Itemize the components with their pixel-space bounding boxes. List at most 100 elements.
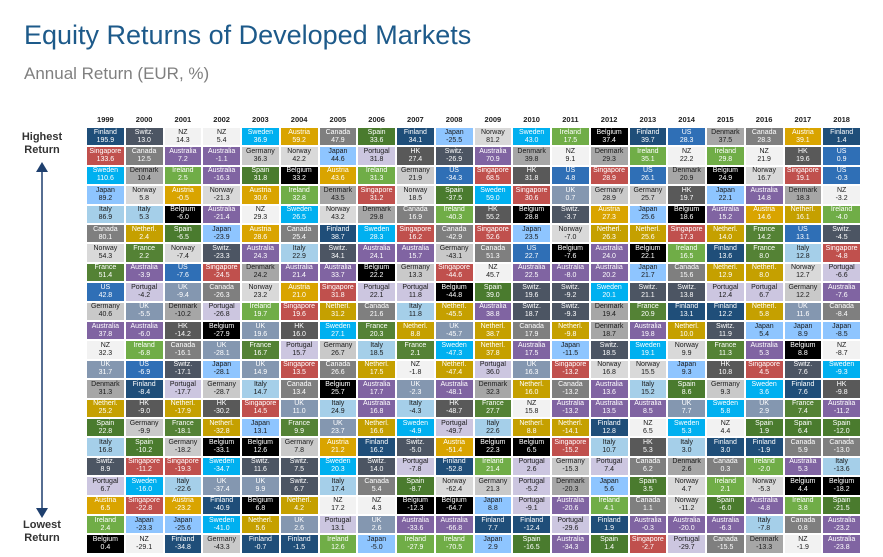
country-label: Singapore: [89, 148, 122, 156]
country-label: Spain: [251, 167, 270, 175]
country-label: France: [171, 419, 194, 427]
return-cell: Ireland 12.6: [318, 534, 358, 554]
return-cell: UK -45.7: [434, 321, 474, 341]
return-value: -33.6: [407, 524, 424, 532]
country-label: Spain: [677, 380, 696, 388]
country-label: Norway: [442, 477, 466, 485]
return-value: 37.8: [98, 330, 113, 338]
country-label: UK: [410, 380, 421, 388]
return-value: 37.4: [602, 136, 616, 144]
return-cell: Austria 39.1: [783, 127, 823, 147]
country-label: Norway: [752, 477, 776, 485]
return-value: 16.8: [369, 408, 384, 416]
return-cell: UK 2.9: [744, 398, 784, 418]
return-value: -0.3: [835, 175, 848, 183]
country-label: Sweden: [92, 167, 119, 175]
return-cell: Singapore 28.9: [589, 165, 629, 186]
return-cell: Canada -8.4: [822, 301, 861, 321]
return-value: -28.1: [213, 350, 230, 358]
country-label: Finland: [520, 516, 544, 524]
country-label: Austria: [171, 497, 194, 505]
return-value: 39.7: [641, 136, 655, 144]
country-label: Singapore: [128, 458, 161, 466]
return-value: -48.7: [446, 408, 463, 416]
return-cell: Japan 25.6: [628, 204, 668, 224]
return-value: -23.3: [213, 253, 230, 261]
country-label: Norway: [248, 283, 273, 291]
return-value: 14.9: [253, 369, 268, 377]
return-value: 22.3: [486, 447, 500, 455]
return-value: 21.2: [331, 447, 345, 455]
return-cell: Singapore -19.3: [163, 456, 203, 477]
country-label: UK: [294, 400, 304, 408]
return-cell: HK -9.8: [822, 379, 861, 399]
return-cell: Japan -11.5: [551, 340, 590, 360]
country-label: Norway: [791, 264, 815, 272]
return-cell: Belgium 22.1: [628, 243, 668, 263]
return-cell: Australia -66.8: [434, 515, 474, 535]
return-cell: US -7.6: [163, 262, 203, 283]
country-label: Denmark: [672, 458, 701, 466]
country-label: Australia: [518, 342, 546, 350]
return-cell: Netherl. 14.0: [706, 224, 745, 244]
return-value: 19.7: [679, 194, 694, 202]
return-cell: Belgium 6.8: [241, 495, 280, 515]
country-label: Spain: [96, 419, 115, 427]
country-label: NZ: [526, 400, 537, 408]
country-label: Japan: [754, 322, 774, 330]
return-value: 25.7: [641, 194, 655, 202]
return-value: 6.5: [100, 505, 111, 513]
country-label: Japan: [677, 361, 697, 369]
return-cell: Australia 17.7: [357, 379, 396, 399]
country-label: Sweden: [286, 206, 312, 214]
year-header: 1999: [97, 115, 114, 124]
return-cell: US 13.1: [783, 224, 823, 244]
return-value: 14.0: [718, 233, 733, 241]
country-label: Portugal: [169, 380, 196, 388]
return-cell: Australia -7.6: [822, 282, 861, 302]
return-cell: Australia -8.0: [551, 262, 590, 283]
return-cell: Japan 2.9: [473, 534, 513, 554]
country-label: France: [133, 245, 156, 253]
return-value: 5.8: [139, 194, 149, 202]
return-cell: Denmark 20.9: [667, 165, 706, 186]
return-cell: Ireland 31.3: [357, 165, 396, 186]
return-value: -23.8: [833, 544, 850, 552]
return-value: -8.7: [409, 485, 422, 493]
return-cell: Spain -8.7: [396, 476, 435, 496]
return-cell: UK 2.6: [279, 515, 319, 535]
country-label: HK: [798, 148, 808, 156]
return-cell: Finland 13.6: [706, 243, 745, 263]
return-value: 36.3: [253, 156, 268, 164]
country-label: France: [753, 245, 776, 253]
return-cell: Belgium 28.8: [512, 204, 551, 224]
country-label: Ireland: [365, 167, 388, 175]
country-label: Netherl.: [93, 400, 118, 408]
country-label: UK: [216, 477, 227, 485]
return-cell: Ireland 21.4: [473, 456, 513, 477]
return-cell: Portugal 6.7: [744, 282, 784, 302]
return-value: 43.0: [524, 136, 539, 144]
return-value: 23.7: [331, 427, 345, 435]
return-cell: Australia -11.2: [822, 398, 861, 418]
country-label: Portugal: [363, 148, 390, 156]
return-value: -43.3: [213, 544, 230, 552]
country-label: Belgium: [208, 322, 235, 330]
country-label: Australia: [711, 206, 739, 214]
return-cell: Switz. 8.9: [86, 456, 125, 477]
country-label: Australia: [634, 516, 662, 524]
return-cell: Singapore 31.8: [318, 282, 358, 302]
return-value: 19.6: [253, 330, 268, 338]
country-label: Portugal: [402, 283, 429, 291]
return-value: 7.7: [681, 408, 692, 416]
return-cell: Finland 3.0: [706, 437, 745, 457]
country-label: Singapore: [283, 303, 316, 311]
return-cell: Canada 0.3: [706, 456, 745, 477]
return-value: 6.5: [643, 427, 653, 435]
return-cell: Finland 1.9: [589, 515, 629, 535]
return-value: -9.3: [564, 311, 577, 319]
country-label: Sweden: [441, 342, 467, 350]
return-cell: HK 5.3: [628, 437, 668, 457]
return-value: 25.4: [292, 233, 306, 241]
return-value: -13.0: [833, 447, 850, 455]
